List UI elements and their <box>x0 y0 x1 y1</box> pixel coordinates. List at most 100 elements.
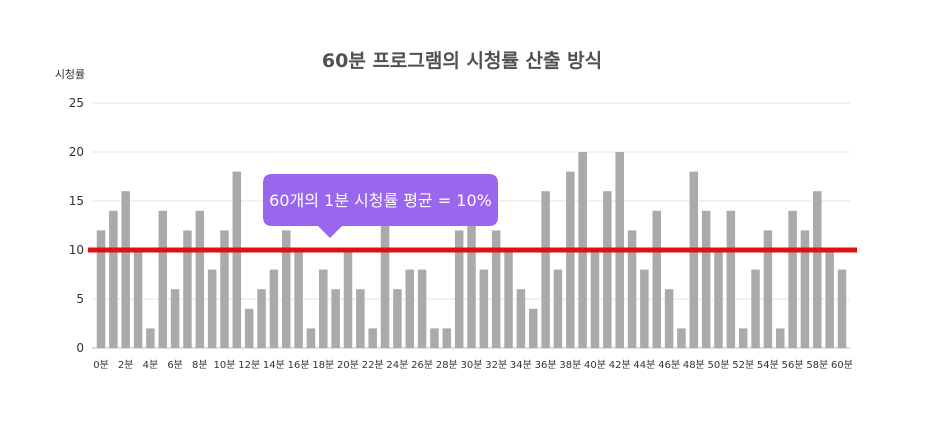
bar <box>244 308 254 348</box>
bar <box>479 269 489 348</box>
bar <box>96 230 106 348</box>
bar <box>837 269 847 348</box>
x-axis-ticks: 0분 2분 4분 6분 8분 10분 12분 14분 16분 18분 20분 22분 24분 26분 28분… <box>93 359 853 371</box>
bar <box>640 269 649 348</box>
y-axis-label: 시청률 <box>55 68 85 81</box>
x-tick-label: 28분 <box>436 359 458 371</box>
x-tick-label: 12분 <box>238 359 260 371</box>
bar <box>454 230 464 348</box>
bar <box>788 210 797 348</box>
x-tick-label: 6분 <box>167 359 183 371</box>
bar <box>133 250 143 348</box>
bar <box>170 289 180 348</box>
x-tick-label: 24분 <box>386 359 408 371</box>
x-tick-label: 10분 <box>214 359 236 371</box>
bar <box>331 289 340 348</box>
bar <box>356 289 365 348</box>
bar <box>590 250 600 348</box>
x-tick-label: 42분 <box>609 359 631 371</box>
y-tick-label: 20 <box>69 145 84 159</box>
y-tick-label: 10 <box>69 243 84 257</box>
x-tick-label: 48분 <box>683 359 705 371</box>
y-tick-label: 15 <box>69 194 84 208</box>
x-tick-label: 56분 <box>782 359 804 371</box>
bar <box>195 210 205 348</box>
bar <box>269 269 279 348</box>
bar <box>232 171 242 348</box>
bar <box>652 210 661 348</box>
bar <box>825 250 834 348</box>
x-tick-label: 46분 <box>658 359 680 371</box>
bar <box>257 289 266 348</box>
bar <box>776 328 785 348</box>
bar <box>430 328 439 348</box>
bar <box>553 269 563 348</box>
bar <box>504 250 513 348</box>
bar <box>751 269 760 348</box>
y-tick-label: 0 <box>76 341 84 355</box>
x-tick-label: 44분 <box>633 359 655 371</box>
x-tick-label: 60분 <box>831 359 853 371</box>
y-tick-label: 5 <box>76 292 84 306</box>
bar <box>183 230 192 348</box>
bar <box>417 269 427 348</box>
bar <box>529 308 538 348</box>
x-tick-label: 14분 <box>263 359 285 371</box>
bar <box>603 191 612 348</box>
bar <box>207 269 217 348</box>
y-tick-label: 25 <box>69 96 84 110</box>
x-tick-label: 32분 <box>485 359 507 371</box>
x-tick-label: 54분 <box>757 359 779 371</box>
bar <box>541 191 550 348</box>
bar <box>146 328 155 348</box>
x-tick-label: 22분 <box>362 359 384 371</box>
bar <box>491 230 501 348</box>
x-tick-label: 30분 <box>461 359 483 371</box>
bar <box>627 230 637 348</box>
average-callout: 60개의 1분 시청률 평균 = 10% <box>263 174 498 238</box>
bar <box>343 250 353 348</box>
y-axis-ticks: 0 5 10 15 20 25 <box>69 96 84 355</box>
bar <box>220 230 229 348</box>
x-tick-label: 20분 <box>337 359 359 371</box>
bar <box>763 230 773 348</box>
x-tick-label: 52분 <box>732 359 754 371</box>
x-tick-label: 0분 <box>93 359 109 371</box>
bar <box>813 191 822 348</box>
bar <box>442 328 452 348</box>
bar <box>294 250 303 348</box>
bar <box>689 171 699 348</box>
x-tick-label: 38분 <box>559 359 581 371</box>
bar <box>158 210 167 348</box>
x-tick-label: 58분 <box>806 359 828 371</box>
bar <box>319 269 328 348</box>
x-tick-label: 16분 <box>288 359 310 371</box>
bar <box>677 328 686 348</box>
bar <box>714 250 723 348</box>
bar <box>393 289 402 348</box>
x-tick-label: 36분 <box>535 359 557 371</box>
x-tick-label: 8분 <box>192 359 208 371</box>
callout-text: 60개의 1분 시청률 평균 = 10% <box>269 191 492 210</box>
x-tick-label: 2분 <box>118 359 134 371</box>
bar <box>726 210 736 348</box>
bar <box>566 171 575 348</box>
bar <box>282 230 291 348</box>
x-tick-label: 50분 <box>708 359 730 371</box>
bar <box>405 269 414 348</box>
callout-bubble <box>263 174 498 238</box>
bar <box>800 230 810 348</box>
bar <box>467 220 476 348</box>
x-tick-label: 40분 <box>584 359 606 371</box>
x-tick-label: 34분 <box>510 359 532 371</box>
x-tick-label: 26분 <box>411 359 433 371</box>
bar <box>516 289 526 348</box>
bar <box>306 328 316 348</box>
bar <box>368 328 377 348</box>
bar <box>380 220 390 348</box>
chart-title: 60분 프로그램의 시청률 산출 방식 <box>322 50 602 72</box>
bar <box>121 191 130 348</box>
bar <box>109 210 118 348</box>
bar <box>738 328 748 348</box>
